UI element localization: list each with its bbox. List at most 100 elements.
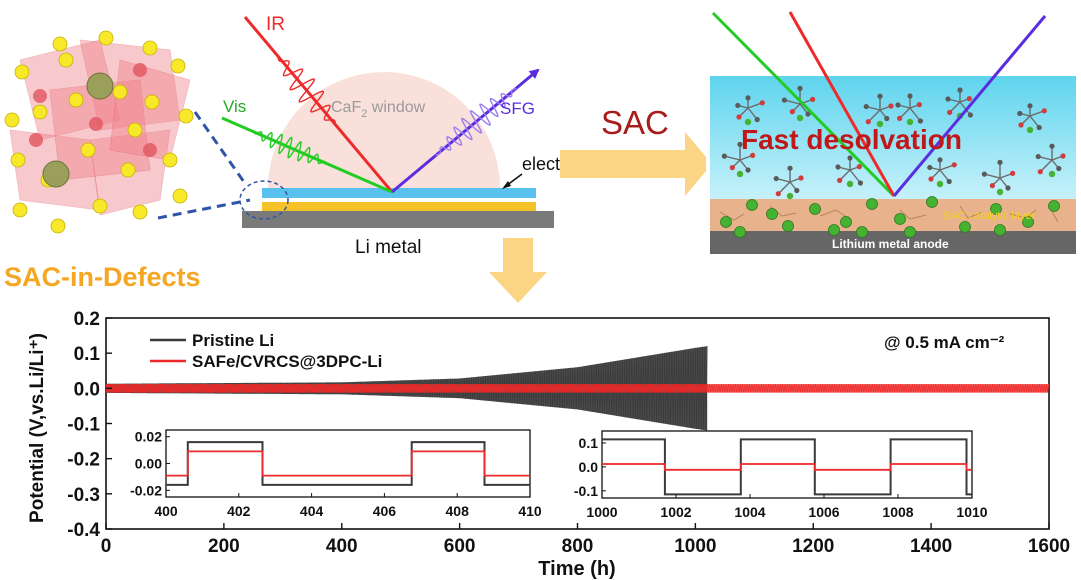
- inset-2: 1000 1002 1004 1006 1008 1010 0.1 0.0 -0.1: [574, 430, 988, 520]
- molecule-atom: [1037, 169, 1043, 175]
- molecule-atom: [989, 183, 995, 189]
- sac-layer-label: SAC catalytic layer: [943, 210, 1036, 222]
- interface-illustration: Fast desolvation SAC catalytic layer Lit…: [706, 11, 1078, 256]
- x-tick-label: 0: [101, 536, 112, 557]
- anion-atom: [178, 108, 194, 124]
- anion-atom: [170, 58, 186, 74]
- defect-panel-label: SAC-in-Defects: [4, 262, 201, 292]
- li-metal-label: Li metal: [355, 237, 422, 258]
- cation-atom: [29, 133, 43, 147]
- caf2-subscript: 2: [361, 108, 367, 120]
- inset-1: 400 402 404 406 408 410 0.02 0.00 -0.02: [130, 429, 542, 519]
- catalytic-layer-cracks: [719, 205, 1059, 223]
- molecule-atom: [1036, 124, 1042, 131]
- li-ion: [1026, 126, 1034, 134]
- molecule-atom: [917, 118, 924, 124]
- anion-atom: [162, 152, 178, 168]
- molecule-atom: [884, 115, 890, 122]
- inset-x-tick-label: 406: [373, 503, 397, 519]
- molecule-atom: [754, 116, 760, 123]
- anion-atom: [127, 122, 143, 138]
- li-ion: [936, 180, 944, 188]
- li-particle: [926, 196, 938, 208]
- molecule-atom: [947, 109, 953, 115]
- molecule-atom: [865, 119, 871, 125]
- molecule-atom: [897, 115, 903, 121]
- x-axis-label: Time (h): [538, 558, 615, 580]
- interface-purple-beam: [892, 15, 1047, 197]
- lithium-anode-region: [710, 231, 1076, 254]
- solvated-molecule: [781, 85, 816, 122]
- series-line-pristine: [105, 346, 708, 431]
- anion-atom: [4, 112, 20, 128]
- molecule-bond: [849, 169, 861, 184]
- single-atom-site: [86, 72, 114, 100]
- series-line-saf: [105, 384, 1050, 393]
- molecule-atom: [750, 152, 756, 158]
- solvated-molecule: [1017, 103, 1047, 134]
- caf2-rest: window: [367, 99, 425, 116]
- solvated-molecule: [1035, 143, 1066, 178]
- molecule-atom: [735, 102, 741, 109]
- x-tick-label: 1000: [674, 536, 716, 557]
- molecule-atom: [737, 141, 743, 147]
- molecule-atom: [1035, 153, 1041, 160]
- molecule-bond: [909, 107, 921, 122]
- inset-y-tick-label: -0.02: [130, 482, 162, 498]
- molecule-atom: [736, 114, 742, 120]
- anion-atom: [32, 104, 48, 120]
- li-particle: [809, 203, 821, 215]
- molecule-atom: [1005, 185, 1011, 191]
- solvated-molecule: [835, 155, 864, 188]
- solvated-molecule: [735, 95, 765, 126]
- single-atom-site: [42, 160, 70, 188]
- molecule-atom: [729, 165, 735, 171]
- molecule-atom: [787, 165, 793, 171]
- molecule-atom: [888, 103, 894, 109]
- y-tick-label: -0.4: [67, 520, 100, 541]
- anion-atom: [52, 36, 68, 52]
- anion-atom: [50, 218, 66, 234]
- x-tick-label: 200: [208, 536, 240, 557]
- vis-beam: [221, 116, 393, 194]
- anion-atom: [172, 188, 188, 204]
- anion-atom: [12, 202, 28, 218]
- inset-y-tick-label: -0.1: [574, 483, 598, 499]
- solvent-molecules: [721, 85, 1066, 200]
- inset-x-tick-label: 1000: [586, 504, 617, 520]
- ir-label: IR: [266, 14, 285, 35]
- sac-arrow-label: SAC: [601, 104, 669, 141]
- x-tick-label: 600: [444, 536, 476, 557]
- li-particle: [734, 226, 746, 238]
- inset-x-tick-label: 1002: [660, 504, 691, 520]
- y-tick-label: -0.2: [67, 450, 100, 471]
- molecule-atom: [937, 157, 943, 163]
- molecule-bond: [867, 109, 881, 123]
- caf2-main: CaF: [331, 99, 361, 116]
- inset-series-saf: [602, 463, 972, 471]
- molecule-atom: [928, 176, 934, 182]
- anion-atom: [98, 30, 114, 46]
- inset-x-tick-label: 400: [154, 503, 178, 519]
- molecule-atom: [863, 103, 869, 110]
- li-particle: [866, 198, 878, 210]
- anion-atom: [142, 40, 158, 56]
- li-particle: [959, 221, 971, 233]
- molecule-atom: [810, 96, 816, 102]
- molecule-bond: [784, 99, 801, 105]
- li-particle: [994, 224, 1006, 236]
- molecule-atom: [745, 167, 751, 173]
- inset-y-tick-label: 0.00: [135, 456, 162, 472]
- molecule-atom: [945, 96, 951, 102]
- inset-x-tick-label: 402: [227, 503, 251, 519]
- y-tick-label: 0.1: [74, 344, 101, 365]
- vis-label: Vis: [223, 97, 246, 116]
- sac-arrow: [560, 132, 712, 196]
- li-ion: [876, 120, 884, 128]
- inset-x-tick-label: 408: [446, 503, 470, 519]
- li-ion: [744, 118, 752, 126]
- inset-series-saf: [166, 450, 530, 477]
- y-axis-label: Potential (V,vs.Li/Li⁺): [27, 333, 48, 523]
- x-tick-label: 1200: [792, 536, 834, 557]
- caf2-window-label: CaF2 window: [331, 99, 426, 120]
